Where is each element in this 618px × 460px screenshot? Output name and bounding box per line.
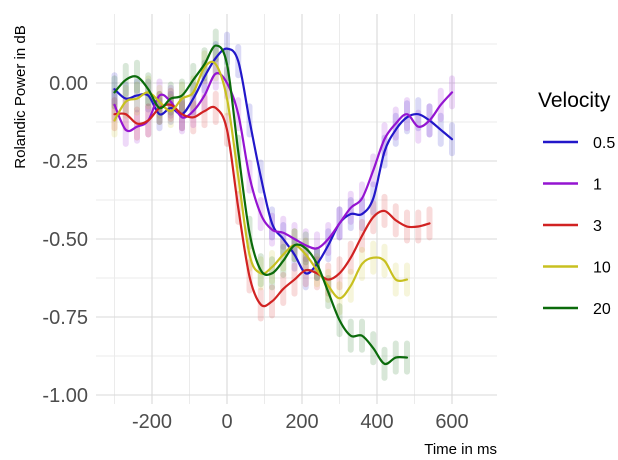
y-tick-label: -0.50: [42, 229, 88, 251]
legend-label-10: 10: [593, 260, 611, 277]
legend-label-3: 3: [593, 218, 602, 235]
legend-title: Velocity: [538, 89, 611, 112]
y-tick-label: -1.00: [42, 385, 88, 407]
y-axis-title: Rolandic Power in dB: [12, 25, 29, 168]
series-line-3: [113, 103, 431, 308]
legend-label-20: 20: [593, 301, 611, 318]
x-tick-label: 400: [360, 411, 393, 433]
y-tick-label: -0.75: [42, 307, 88, 329]
legend-label-1: 1: [593, 177, 602, 194]
series-lines: [113, 44, 454, 366]
grid-lines: [96, 14, 497, 404]
x-tick-labels: -200 0 200 400 600: [132, 411, 469, 433]
legend: Velocity 0.5 1 3 10 20: [538, 89, 615, 318]
y-tick-labels: 0.00 -0.25 -0.50 -0.75 -1.00: [42, 73, 88, 407]
legend-label-0.5: 0.5: [593, 135, 615, 152]
series-line-20: [113, 44, 409, 366]
y-tick-label: 0.00: [49, 73, 88, 95]
x-axis-title: Time in ms: [424, 441, 497, 458]
x-tick-label: -200: [132, 411, 172, 433]
series-line-1: [113, 72, 454, 250]
x-tick-label: 200: [285, 411, 318, 433]
series-line-0.5: [113, 47, 454, 275]
x-tick-label: 600: [435, 411, 468, 433]
y-tick-label: -0.25: [42, 151, 88, 173]
x-tick-label: 0: [221, 411, 232, 433]
